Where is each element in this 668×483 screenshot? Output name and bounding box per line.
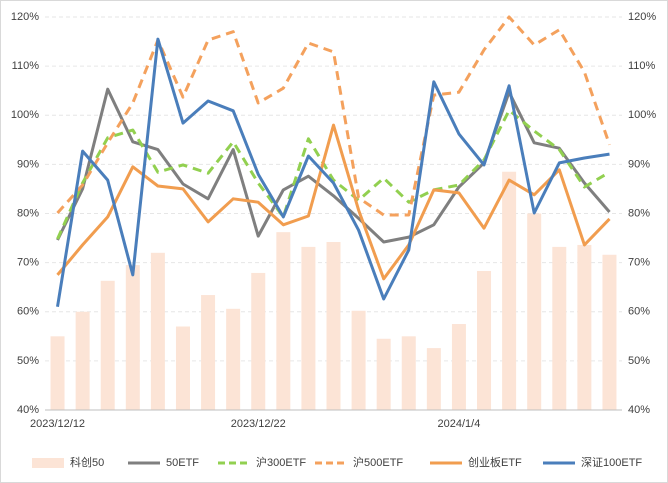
bar	[50, 336, 65, 410]
bar	[150, 252, 165, 410]
legend-label: 科创50	[70, 455, 104, 469]
bar	[75, 311, 90, 410]
bar	[201, 295, 216, 410]
legend-label: 创业板ETF	[468, 455, 522, 469]
x-tick-label: 2023/12/22	[231, 418, 286, 430]
bar	[326, 241, 341, 410]
bar	[226, 308, 241, 410]
bar	[251, 272, 266, 410]
bar	[100, 280, 115, 410]
y-tick-label: 80%	[17, 207, 39, 219]
x-tick-label: 2023/12/12	[30, 418, 85, 430]
line-series	[56, 123, 611, 281]
legend-label: 深证100ETF	[581, 456, 642, 469]
y2-tick-label: 40%	[628, 404, 650, 416]
bar	[451, 324, 466, 410]
bar	[527, 213, 542, 410]
bar	[125, 265, 140, 410]
bar	[376, 338, 391, 410]
bar	[301, 246, 316, 410]
y-tick-label: 60%	[17, 306, 39, 318]
line-series	[56, 87, 611, 244]
bar	[175, 326, 190, 410]
bar	[502, 171, 517, 410]
bar	[426, 348, 441, 410]
y-tick-label: 90%	[17, 158, 39, 170]
legend-label: 50ETF	[166, 457, 199, 469]
y2-tick-label: 120%	[628, 11, 656, 23]
bar	[351, 310, 366, 410]
y-tick-label: 110%	[12, 60, 40, 72]
bar	[477, 270, 492, 410]
y-tick-label: 50%	[17, 355, 39, 367]
bar	[577, 244, 592, 410]
legend-label: 沪500ETF	[353, 455, 403, 469]
bar	[401, 336, 416, 410]
y2-tick-label: 80%	[628, 207, 650, 219]
bar	[552, 246, 567, 410]
bar	[276, 232, 291, 410]
y-tick-label: 70%	[17, 257, 39, 269]
legend-swatch	[32, 458, 64, 468]
y-tick-label: 120%	[11, 11, 39, 23]
y2-tick-label: 50%	[628, 355, 650, 367]
y2-tick-label: 110%	[628, 60, 656, 72]
y2-tick-label: 60%	[628, 306, 650, 318]
legend-label: 沪300ETF	[256, 455, 306, 469]
line-series	[56, 37, 610, 308]
bar	[602, 254, 617, 410]
y-tick-label: 40%	[17, 404, 39, 416]
y-tick-label: 100%	[11, 109, 39, 121]
x-tick-label: 2024/1/4	[438, 418, 481, 430]
y2-tick-label: 90%	[628, 158, 650, 170]
y2-tick-label: 100%	[628, 109, 656, 121]
y2-tick-label: 70%	[628, 257, 650, 269]
line-series	[56, 108, 611, 240]
